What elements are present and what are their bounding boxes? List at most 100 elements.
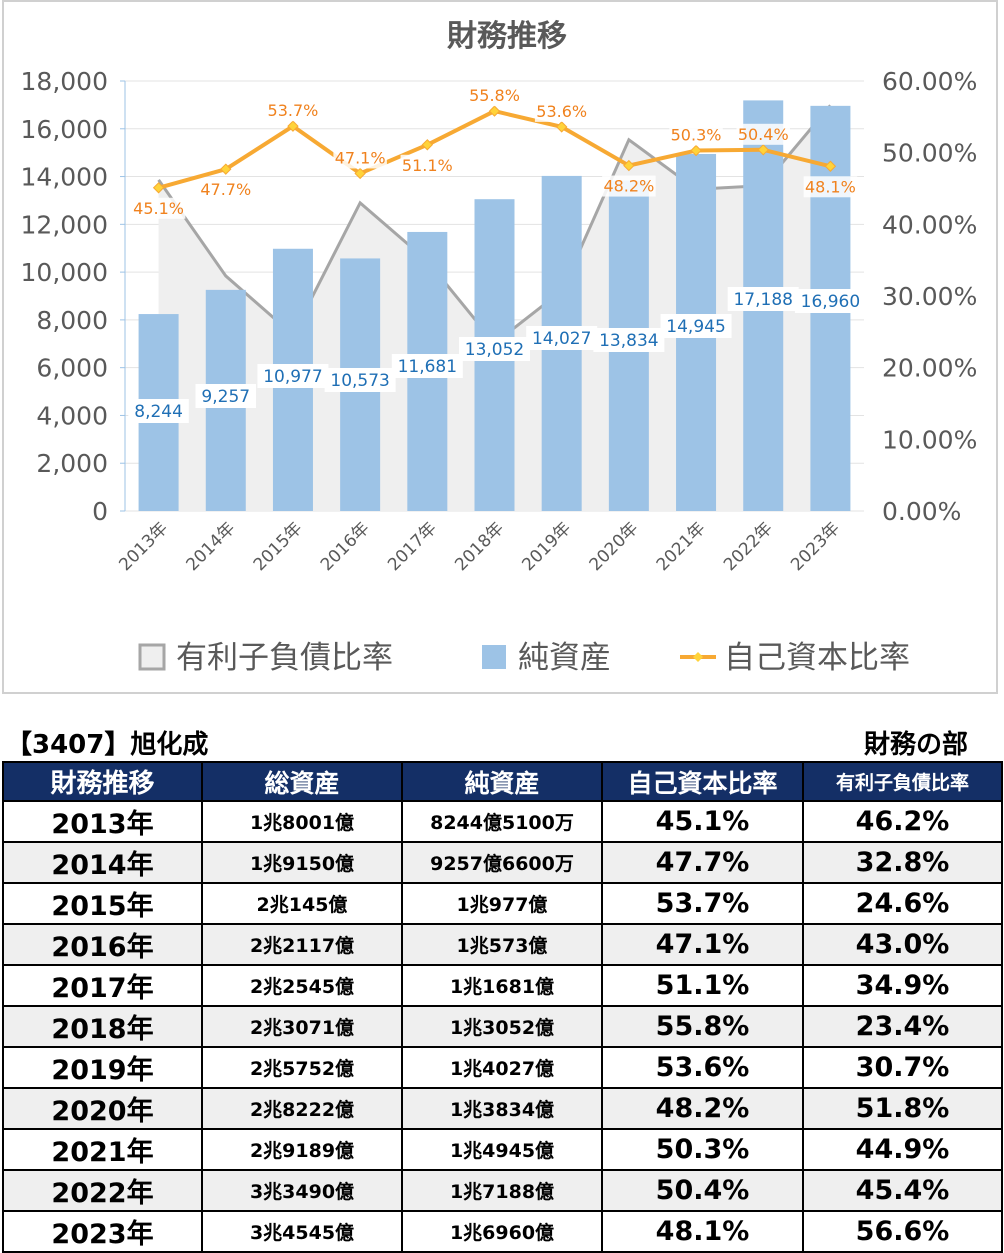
legend-marker-equity-ratio	[693, 652, 703, 662]
right-tick-label: 0.00%	[882, 497, 961, 526]
line-label-bg	[803, 176, 858, 198]
legend-label-equity-ratio: 自己資本比率	[724, 640, 910, 676]
cell-equity-ratio: 50.3%	[601, 1128, 804, 1171]
header-period: 財務推移	[2, 761, 203, 802]
line-label-bg	[736, 123, 790, 145]
cell-total-assets: 2兆145億	[201, 882, 403, 925]
line-value-label: 50.3%	[671, 126, 722, 145]
cell-net-assets: 1兆6960億	[401, 1210, 603, 1253]
bar-label-bg	[660, 314, 732, 338]
line-label-bg	[333, 147, 387, 169]
left-tick-label: 0	[92, 497, 108, 526]
cell-equity-ratio: 45.1%	[601, 800, 804, 843]
line-value-label: 53.7%	[268, 101, 319, 120]
cell-total-assets: 1兆9150億	[201, 841, 403, 884]
cell-year: 2018年	[2, 1005, 203, 1048]
cell-total-assets: 2兆2545億	[201, 964, 403, 1007]
bar-label-bg	[324, 368, 396, 392]
line-label-bg	[467, 85, 522, 107]
cell-equity-ratio: 55.8%	[601, 1005, 804, 1048]
x-tick-label: 2016年	[317, 518, 374, 575]
bar-label-bg	[128, 399, 189, 423]
bar-label-bg	[459, 337, 530, 361]
cell-year: 2021年	[2, 1128, 203, 1171]
cell-equity-ratio: 50.4%	[601, 1169, 804, 1212]
bar-label-bg	[593, 328, 665, 352]
left-tick-label: 14,000	[21, 163, 108, 192]
line-label-bg	[400, 154, 455, 176]
equity-ratio-point	[421, 139, 434, 151]
right-tick-label: 60.00%	[882, 67, 977, 96]
cell-total-assets: 2兆2117億	[201, 923, 403, 966]
table-row: 2020年 2兆8222億 1兆3834億 48.2% 51.8%	[2, 1087, 1003, 1130]
bar-value-label: 14,027	[532, 329, 591, 349]
equity-ratio-point	[824, 160, 837, 172]
bar-value-label: 10,977	[263, 367, 322, 387]
cell-net-assets: 1兆1681億	[401, 964, 603, 1007]
cell-net-assets: 1兆4945億	[401, 1128, 603, 1171]
table-row: 2022年 3兆3490億 1兆7188億 50.4% 45.4%	[2, 1169, 1003, 1212]
table-header-row: 財務推移 総資産 純資産 自己資本比率 有利子負債比率	[2, 761, 1003, 802]
financial-table: 財務推移 総資産 純資産 自己資本比率 有利子負債比率 2013年 1兆8001億…	[2, 761, 1003, 1253]
cell-equity-ratio: 53.7%	[601, 882, 804, 925]
cell-equity-ratio: 47.1%	[601, 923, 804, 966]
cell-equity-ratio: 53.6%	[601, 1046, 804, 1089]
x-tick-label: 2013年	[115, 518, 172, 575]
cell-debt-ratio: 51.8%	[802, 1087, 1003, 1130]
left-tick-label: 16,000	[21, 115, 108, 144]
bar-value-label: 13,052	[465, 340, 524, 360]
chart-svg: 財務推移 0 2,000 4,000 6,000 8,000 10,000 12,000 14,…	[21, 19, 978, 676]
left-tick-label: 10,000	[21, 258, 108, 287]
bar-value-label: 13,834	[599, 331, 658, 351]
bar-label-bg	[794, 289, 866, 313]
line-label-bg	[131, 197, 186, 219]
cell-year: 2022年	[2, 1169, 203, 1212]
header-debt-ratio: 有利子負債比率	[802, 761, 1003, 802]
line-value-label: 51.1%	[402, 156, 453, 175]
table-row: 2014年 1兆9150億 9257億6600万 47.7% 32.8%	[2, 841, 1003, 884]
bar-label-bg	[257, 364, 329, 388]
company-title: 【3407】旭化成	[6, 730, 209, 760]
x-tick-label: 2019年	[518, 518, 575, 575]
bar-label-bg	[391, 354, 463, 378]
legend-label-debt-ratio: 有利子負債比率	[176, 640, 393, 676]
cell-equity-ratio: 48.1%	[601, 1210, 804, 1253]
equity-ratio-point	[757, 144, 769, 156]
header-net-assets: 純資産	[401, 761, 603, 802]
cell-total-assets: 3兆4545億	[201, 1210, 403, 1253]
line-value-label: 53.6%	[536, 102, 587, 121]
cell-net-assets: 1兆4027億	[401, 1046, 603, 1089]
x-tick-label: 2020年	[586, 518, 643, 575]
cell-year: 2014年	[2, 841, 203, 884]
bar-value-label: 9,257	[201, 387, 250, 407]
header-equity-ratio: 自己資本比率	[601, 761, 804, 802]
cell-equity-ratio: 47.7%	[601, 841, 804, 884]
equity-ratio-point	[488, 105, 501, 117]
line-label-bg	[199, 179, 253, 201]
bar-label-bg	[727, 287, 799, 311]
cell-year: 2015年	[2, 882, 203, 925]
table-row: 2021年 2兆9189億 1兆4945億 50.3% 44.9%	[2, 1128, 1003, 1171]
cell-net-assets: 1兆573億	[401, 923, 603, 966]
cell-total-assets: 2兆8222億	[201, 1087, 403, 1130]
debt-ratio-area	[158, 105, 831, 511]
right-tick-label: 50.00%	[882, 139, 977, 168]
bar-value-label: 8,244	[134, 402, 183, 422]
equity-ratio-point	[354, 167, 366, 180]
table-row: 2016年 2兆2117億 1兆573億 47.1% 43.0%	[2, 923, 1003, 966]
cell-net-assets: 8244億5100万	[401, 800, 603, 843]
cell-net-assets: 9257億6600万	[401, 841, 603, 884]
line-label-bg	[669, 124, 723, 146]
bar-label-bg	[195, 384, 257, 408]
cell-year: 2019年	[2, 1046, 203, 1089]
equity-ratio-point	[555, 121, 568, 133]
left-tick-label: 8,000	[36, 306, 108, 335]
cell-total-assets: 3兆3490億	[201, 1169, 403, 1212]
chart-title: 財務推移	[447, 19, 567, 54]
table-row: 2018年 2兆3071億 1兆3052億 55.8% 23.4%	[2, 1005, 1003, 1048]
right-tick-label: 20.00%	[882, 354, 977, 383]
bar-label-bg	[526, 326, 598, 350]
cell-debt-ratio: 23.4%	[802, 1005, 1003, 1048]
legend-label-net-assets: 純資産	[518, 640, 611, 676]
x-tick-label: 2015年	[250, 518, 307, 575]
